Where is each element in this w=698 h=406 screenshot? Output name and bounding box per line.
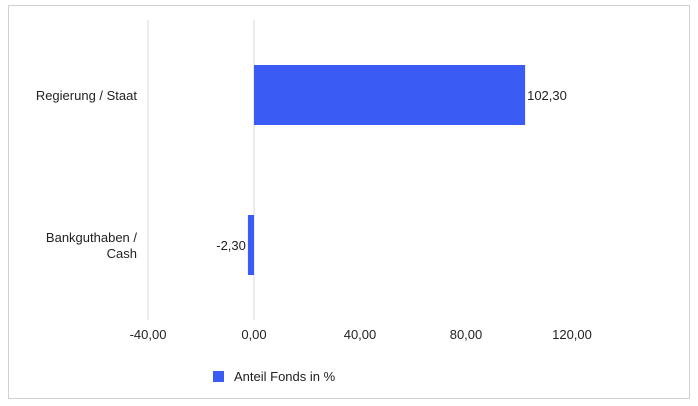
- x-tick-label: 120,00: [552, 327, 592, 342]
- legend-label: Anteil Fonds in %: [234, 369, 336, 384]
- x-tick-label: 40,00: [344, 327, 377, 342]
- x-tick-label: 80,00: [450, 327, 483, 342]
- x-tick-label: 0,00: [241, 327, 266, 342]
- data-label: -2,30: [216, 238, 246, 253]
- category-label: Regierung / Staat: [36, 88, 138, 103]
- x-tick-label: -40,00: [130, 327, 167, 342]
- bar: [254, 65, 526, 125]
- bar: [247, 215, 254, 275]
- category-label: Cash: [107, 246, 137, 261]
- data-label: 102,30: [527, 88, 567, 103]
- legend: Anteil Fonds in %: [213, 369, 335, 384]
- legend-swatch: [213, 371, 224, 382]
- category-label: Bankguthaben /: [46, 230, 137, 245]
